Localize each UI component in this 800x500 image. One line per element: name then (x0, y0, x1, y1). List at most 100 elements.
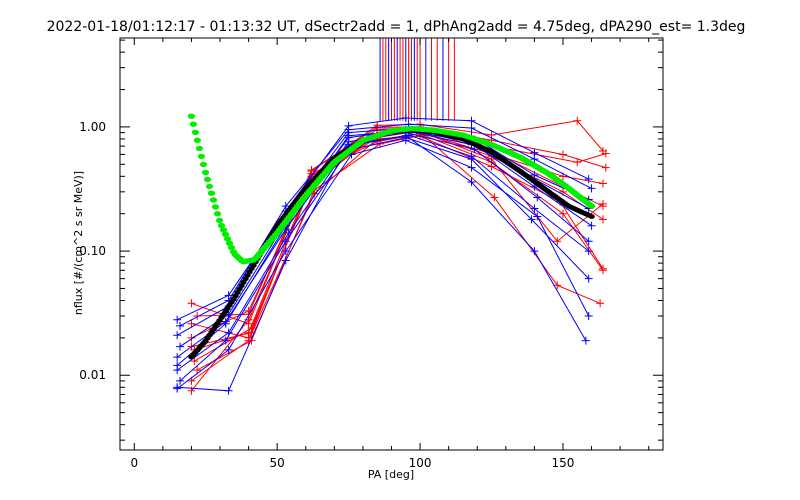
data-point (558, 150, 567, 159)
y-tick-label: 0.10 (79, 244, 106, 258)
data-point (187, 319, 196, 328)
series-line (191, 130, 604, 348)
green-curve-point (225, 240, 234, 246)
x-tick-label: 0 (130, 456, 138, 470)
green-curve-point (207, 190, 216, 196)
data-point (401, 113, 410, 122)
green-curve-point (195, 145, 203, 152)
data-point (190, 357, 199, 366)
green-curve-point (205, 183, 214, 190)
data-point (224, 386, 233, 395)
data-point (467, 155, 476, 164)
series-line (176, 134, 590, 371)
green-curve-point (199, 161, 208, 168)
green-curve-point (193, 137, 201, 143)
data-point (581, 336, 590, 345)
x-tick-label: 100 (409, 456, 432, 470)
data-point (601, 163, 610, 172)
data-point (584, 311, 593, 320)
green-curve-point (197, 153, 205, 160)
series-line (179, 123, 592, 327)
data-point (193, 366, 202, 375)
data-point (344, 131, 353, 140)
y-axis-label: nflux [#/(cm^2 s sr MeV)] (72, 171, 85, 315)
data-point (281, 256, 290, 265)
green-curve-point (217, 222, 226, 229)
green-curve-point (223, 236, 232, 242)
data-point (587, 184, 596, 193)
series-line (197, 126, 606, 317)
series-line (176, 130, 589, 366)
data-point (553, 237, 562, 246)
series-line (177, 135, 587, 392)
green-curve-point (219, 227, 228, 233)
black-curve-point (588, 214, 595, 219)
green-curve-point (588, 203, 596, 209)
green-curve-point (209, 197, 218, 203)
data-point (596, 299, 605, 308)
data-point (573, 116, 582, 125)
model-curve-group (187, 113, 596, 360)
data-point (281, 247, 290, 256)
data-point (401, 136, 410, 145)
chart-title: 2022-01-18/01:12:17 - 01:13:32 UT, dSect… (47, 19, 746, 35)
data-point (584, 247, 593, 256)
green-curve-point (221, 231, 230, 238)
data-point (176, 321, 185, 330)
data-point (281, 202, 290, 211)
data-point (598, 215, 607, 224)
data-point (584, 237, 593, 246)
data-point (187, 333, 196, 342)
data-point (221, 319, 230, 328)
data-point (573, 158, 582, 167)
green-curve-point (215, 217, 224, 224)
series-line (191, 120, 604, 325)
green-curve-point (201, 169, 210, 176)
data-point (598, 179, 607, 188)
data-point (173, 315, 182, 324)
data-point (584, 274, 593, 283)
data-point (176, 342, 185, 351)
data-point (490, 193, 499, 202)
green-curve-point (213, 211, 222, 217)
green-curve-point (227, 244, 236, 251)
data-point (584, 175, 593, 184)
data-point (487, 162, 496, 171)
data-point (187, 299, 196, 308)
series-group (173, 113, 610, 395)
data-point (173, 353, 182, 362)
data-point (598, 264, 607, 273)
data-point (587, 221, 596, 230)
green-curve-point (189, 121, 197, 127)
data-point (530, 204, 539, 213)
x-axis-label: PA [deg] (368, 468, 414, 481)
series-line (179, 137, 590, 382)
series-line (176, 139, 590, 389)
data-point (530, 247, 539, 256)
data-point (467, 163, 476, 172)
data-point (173, 331, 182, 340)
vertical-line-group (379, 38, 455, 121)
data-point (173, 384, 182, 393)
data-point (176, 376, 185, 385)
data-point (221, 336, 230, 345)
series-line (176, 132, 590, 358)
data-point (467, 123, 476, 132)
data-point (307, 165, 316, 174)
data-point (244, 336, 253, 345)
data-point (533, 212, 542, 221)
axis-ticks: 0 50 100 150 0.01 0.10 1.00 (79, 38, 663, 470)
data-point (467, 116, 476, 125)
y-tick-label: 0.01 (79, 368, 106, 382)
data-point (244, 310, 253, 319)
green-curve-point (211, 204, 220, 210)
x-tick-label: 50 (270, 456, 285, 470)
green-curve-point (191, 129, 199, 135)
data-point (533, 193, 542, 202)
green-curve-point (203, 176, 212, 183)
data-point (527, 215, 536, 224)
y-tick-label: 1.00 (79, 120, 106, 134)
data-point (558, 209, 567, 218)
data-point (173, 361, 182, 370)
